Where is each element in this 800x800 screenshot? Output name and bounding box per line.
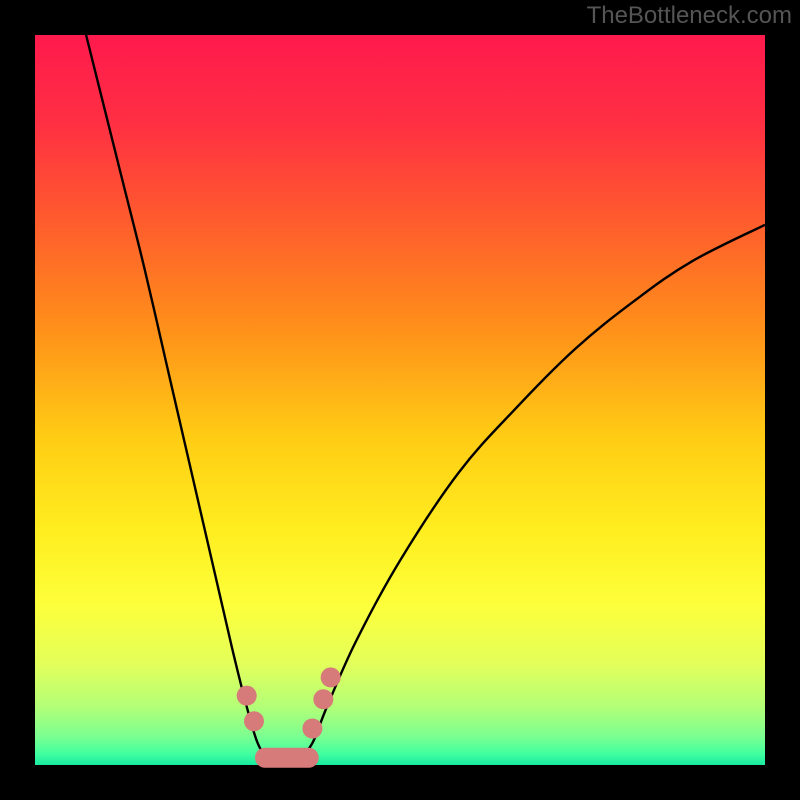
- data-marker: [237, 686, 257, 706]
- watermark-text: TheBottleneck.com: [587, 2, 792, 30]
- chart-canvas: TheBottleneck.com: [0, 0, 800, 800]
- data-marker: [244, 711, 264, 731]
- plot-background: [35, 35, 765, 765]
- bottleneck-chart-svg: [0, 0, 800, 800]
- data-marker: [313, 689, 333, 709]
- data-marker: [321, 667, 341, 687]
- data-marker: [302, 719, 322, 739]
